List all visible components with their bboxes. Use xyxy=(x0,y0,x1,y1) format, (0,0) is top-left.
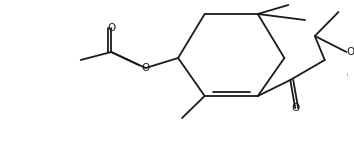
Text: O: O xyxy=(107,23,115,33)
Text: O: O xyxy=(291,103,299,113)
Text: O: O xyxy=(346,47,354,57)
Text: O: O xyxy=(142,63,150,73)
